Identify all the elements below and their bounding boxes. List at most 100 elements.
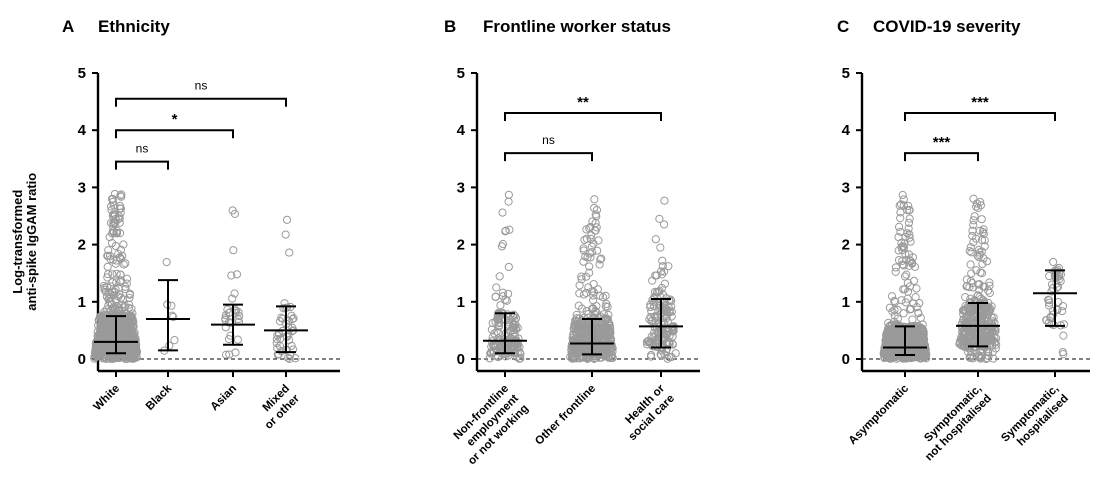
category-label: Black xyxy=(144,382,175,413)
error-bar-2 xyxy=(639,297,683,349)
data-point xyxy=(915,335,925,344)
data-points-1 xyxy=(160,257,179,355)
data-point xyxy=(577,304,587,313)
data-point xyxy=(961,292,970,302)
y-tick-label: 3 xyxy=(457,179,465,196)
data-point xyxy=(886,321,895,330)
y-tick-label: 4 xyxy=(842,122,851,139)
data-point xyxy=(589,291,598,300)
data-point xyxy=(991,344,1000,353)
data-point xyxy=(667,312,676,321)
data-point xyxy=(978,259,987,269)
data-point xyxy=(229,246,238,255)
data-point xyxy=(898,190,907,200)
data-point xyxy=(585,224,594,233)
data-point xyxy=(918,320,927,329)
data-point xyxy=(122,274,132,283)
data-point xyxy=(588,304,597,313)
data-point xyxy=(111,259,120,268)
data-point xyxy=(909,276,919,285)
data-point xyxy=(226,318,235,327)
y-tick-label: 0 xyxy=(457,351,465,368)
data-point xyxy=(659,220,669,229)
data-point xyxy=(580,313,589,322)
data-point xyxy=(285,248,294,257)
data-point xyxy=(981,327,991,336)
category-label: Asymptomatic xyxy=(847,382,912,447)
significance-bracket: *** xyxy=(904,134,979,162)
data-point xyxy=(119,339,128,348)
data-point xyxy=(660,196,669,205)
data-point xyxy=(887,292,897,301)
data-point xyxy=(965,353,974,362)
data-point xyxy=(647,316,656,326)
data-point xyxy=(498,288,508,297)
data-point xyxy=(115,204,125,213)
category-label: Symptomatic,not hospitalised xyxy=(913,383,994,464)
data-point xyxy=(1045,271,1054,281)
data-point xyxy=(911,331,921,340)
data-point xyxy=(647,332,656,341)
data-point xyxy=(971,202,981,211)
data-point xyxy=(899,243,909,252)
data-point xyxy=(100,281,109,290)
data-points-2 xyxy=(1042,257,1069,359)
data-point xyxy=(651,271,660,280)
data-point xyxy=(586,327,595,336)
y-tick-label: 5 xyxy=(78,65,86,82)
data-point xyxy=(1058,306,1067,316)
data-point xyxy=(902,270,911,279)
data-point xyxy=(971,333,980,342)
data-point xyxy=(169,312,178,322)
data-point xyxy=(985,288,994,298)
data-point xyxy=(965,247,974,256)
data-point xyxy=(976,268,985,277)
significance-label: ns xyxy=(136,142,149,156)
data-point xyxy=(126,313,135,322)
data-point xyxy=(1044,301,1054,310)
data-point xyxy=(586,253,595,262)
data-point xyxy=(104,246,113,255)
bracket-line xyxy=(504,112,662,122)
data-point xyxy=(125,300,134,309)
data-point xyxy=(221,314,230,323)
data-point xyxy=(510,316,519,325)
data-point xyxy=(112,278,121,287)
data-point xyxy=(894,222,904,231)
data-point xyxy=(664,338,673,347)
data-point xyxy=(658,262,667,271)
data-point xyxy=(649,302,659,311)
data-point xyxy=(505,225,514,234)
data-point xyxy=(575,281,584,290)
data-point xyxy=(600,326,609,335)
data-point xyxy=(590,203,599,213)
data-point xyxy=(894,232,903,242)
data-point xyxy=(905,233,914,242)
data-point xyxy=(969,283,978,292)
data-point xyxy=(112,229,122,238)
data-point xyxy=(498,208,507,217)
data-point xyxy=(580,235,589,245)
y-tick-label: 1 xyxy=(78,294,86,311)
y-tick-label: 2 xyxy=(457,237,465,254)
data-point xyxy=(108,278,117,287)
panel-letter: C xyxy=(837,17,849,36)
data-point xyxy=(983,354,992,363)
data-point xyxy=(906,257,915,266)
data-point xyxy=(658,256,667,265)
data-point xyxy=(579,257,588,266)
data-point xyxy=(117,318,126,327)
data-point xyxy=(648,316,657,325)
data-point xyxy=(973,203,983,212)
data-point xyxy=(105,297,114,306)
data-point xyxy=(495,272,504,281)
data-point xyxy=(492,346,501,355)
data-point xyxy=(577,332,586,341)
significance-label: *** xyxy=(971,94,989,111)
data-point xyxy=(494,318,503,327)
data-point xyxy=(896,208,905,217)
panel-title: Ethnicity xyxy=(98,17,170,36)
y-tick-label: 1 xyxy=(457,294,465,311)
data-point xyxy=(905,214,914,223)
